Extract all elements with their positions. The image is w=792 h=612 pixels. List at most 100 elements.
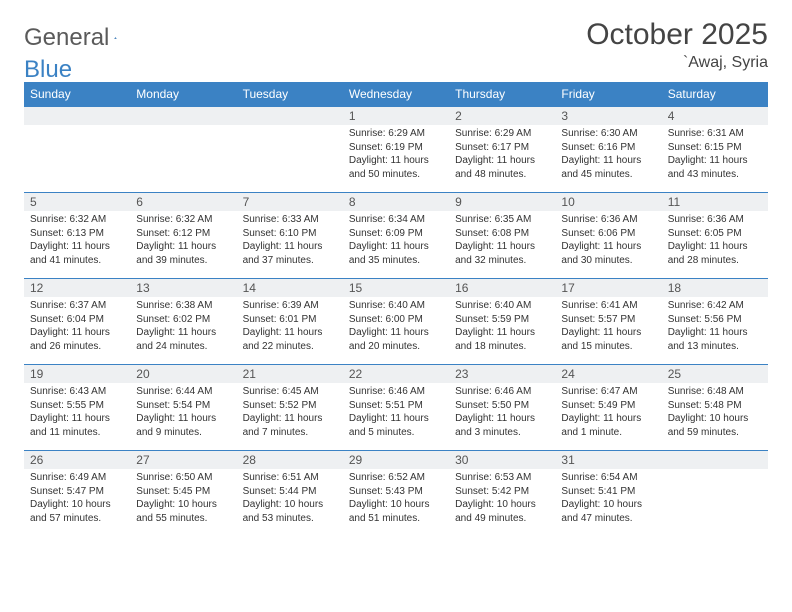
sunset-text: Sunset: 5:41 PM	[561, 485, 655, 499]
calendar-cell: 11Sunrise: 6:36 AMSunset: 6:05 PMDayligh…	[662, 193, 768, 279]
sunrise-text: Sunrise: 6:47 AM	[561, 385, 655, 399]
daylight-text: Daylight: 10 hours and 59 minutes.	[668, 412, 762, 439]
sunset-text: Sunset: 6:05 PM	[668, 227, 762, 241]
day-details: Sunrise: 6:42 AMSunset: 5:56 PMDaylight:…	[662, 297, 768, 357]
day-details: Sunrise: 6:51 AMSunset: 5:44 PMDaylight:…	[237, 469, 343, 529]
day-details: Sunrise: 6:35 AMSunset: 6:08 PMDaylight:…	[449, 211, 555, 271]
daylight-text: Daylight: 11 hours and 13 minutes.	[668, 326, 762, 353]
sunset-text: Sunset: 6:01 PM	[243, 313, 337, 327]
sunrise-text: Sunrise: 6:31 AM	[668, 127, 762, 141]
day-number: 5	[24, 193, 130, 211]
day-number: 9	[449, 193, 555, 211]
daylight-text: Daylight: 11 hours and 11 minutes.	[30, 412, 124, 439]
calendar-cell: 7Sunrise: 6:33 AMSunset: 6:10 PMDaylight…	[237, 193, 343, 279]
day-number: 30	[449, 451, 555, 469]
day-number: 12	[24, 279, 130, 297]
calendar-cell: 29Sunrise: 6:52 AMSunset: 5:43 PMDayligh…	[343, 451, 449, 537]
daylight-text: Daylight: 11 hours and 15 minutes.	[561, 326, 655, 353]
sunset-text: Sunset: 5:44 PM	[243, 485, 337, 499]
day-number: 2	[449, 107, 555, 125]
sunrise-text: Sunrise: 6:29 AM	[455, 127, 549, 141]
day-details: Sunrise: 6:33 AMSunset: 6:10 PMDaylight:…	[237, 211, 343, 271]
day-details: Sunrise: 6:37 AMSunset: 6:04 PMDaylight:…	[24, 297, 130, 357]
calendar-cell: 31Sunrise: 6:54 AMSunset: 5:41 PMDayligh…	[555, 451, 661, 537]
sunset-text: Sunset: 6:17 PM	[455, 141, 549, 155]
day-number: 3	[555, 107, 661, 125]
day-details: Sunrise: 6:34 AMSunset: 6:09 PMDaylight:…	[343, 211, 449, 271]
calendar-page: General Blue October 2025 `Awaj, Syria S…	[0, 0, 792, 555]
calendar-cell: 23Sunrise: 6:46 AMSunset: 5:50 PMDayligh…	[449, 365, 555, 451]
day-details: Sunrise: 6:49 AMSunset: 5:47 PMDaylight:…	[24, 469, 130, 529]
sunset-text: Sunset: 5:47 PM	[30, 485, 124, 499]
sunrise-text: Sunrise: 6:44 AM	[136, 385, 230, 399]
day-header-tue: Tuesday	[237, 82, 343, 107]
daylight-text: Daylight: 11 hours and 1 minute.	[561, 412, 655, 439]
day-number: 19	[24, 365, 130, 383]
sunset-text: Sunset: 6:06 PM	[561, 227, 655, 241]
sunset-text: Sunset: 5:49 PM	[561, 399, 655, 413]
calendar-cell: 3Sunrise: 6:30 AMSunset: 6:16 PMDaylight…	[555, 107, 661, 193]
calendar-cell	[662, 451, 768, 537]
day-header-wed: Wednesday	[343, 82, 449, 107]
sunset-text: Sunset: 5:59 PM	[455, 313, 549, 327]
calendar-cell: 22Sunrise: 6:46 AMSunset: 5:51 PMDayligh…	[343, 365, 449, 451]
calendar-cell: 6Sunrise: 6:32 AMSunset: 6:12 PMDaylight…	[130, 193, 236, 279]
day-number: 22	[343, 365, 449, 383]
calendar-cell	[237, 107, 343, 193]
location-label: `Awaj, Syria	[586, 54, 768, 72]
calendar-cell	[24, 107, 130, 193]
day-details: Sunrise: 6:30 AMSunset: 6:16 PMDaylight:…	[555, 125, 661, 185]
day-header-sat: Saturday	[662, 82, 768, 107]
sunrise-text: Sunrise: 6:37 AM	[30, 299, 124, 313]
daylight-text: Daylight: 10 hours and 47 minutes.	[561, 498, 655, 525]
daylight-text: Daylight: 11 hours and 9 minutes.	[136, 412, 230, 439]
day-details: Sunrise: 6:41 AMSunset: 5:57 PMDaylight:…	[555, 297, 661, 357]
day-details: Sunrise: 6:46 AMSunset: 5:50 PMDaylight:…	[449, 383, 555, 443]
calendar-cell: 8Sunrise: 6:34 AMSunset: 6:09 PMDaylight…	[343, 193, 449, 279]
calendar-week-row: 12Sunrise: 6:37 AMSunset: 6:04 PMDayligh…	[24, 279, 768, 365]
day-number: 31	[555, 451, 661, 469]
sunrise-text: Sunrise: 6:46 AM	[349, 385, 443, 399]
day-details: Sunrise: 6:31 AMSunset: 6:15 PMDaylight:…	[662, 125, 768, 185]
sunset-text: Sunset: 6:15 PM	[668, 141, 762, 155]
sunrise-text: Sunrise: 6:45 AM	[243, 385, 337, 399]
daylight-text: Daylight: 11 hours and 30 minutes.	[561, 240, 655, 267]
calendar-week-row: 26Sunrise: 6:49 AMSunset: 5:47 PMDayligh…	[24, 451, 768, 537]
calendar-cell	[130, 107, 236, 193]
calendar-cell: 15Sunrise: 6:40 AMSunset: 6:00 PMDayligh…	[343, 279, 449, 365]
day-details: Sunrise: 6:43 AMSunset: 5:55 PMDaylight:…	[24, 383, 130, 443]
day-details: Sunrise: 6:32 AMSunset: 6:13 PMDaylight:…	[24, 211, 130, 271]
day-number: 23	[449, 365, 555, 383]
day-number: 8	[343, 193, 449, 211]
day-details: Sunrise: 6:38 AMSunset: 6:02 PMDaylight:…	[130, 297, 236, 357]
sunset-text: Sunset: 6:13 PM	[30, 227, 124, 241]
daylight-text: Daylight: 11 hours and 7 minutes.	[243, 412, 337, 439]
day-number: 16	[449, 279, 555, 297]
sunrise-text: Sunrise: 6:40 AM	[455, 299, 549, 313]
sunrise-text: Sunrise: 6:30 AM	[561, 127, 655, 141]
day-number	[662, 451, 768, 469]
calendar-week-row: 1Sunrise: 6:29 AMSunset: 6:19 PMDaylight…	[24, 107, 768, 193]
daylight-text: Daylight: 10 hours and 51 minutes.	[349, 498, 443, 525]
daylight-text: Daylight: 11 hours and 45 minutes.	[561, 154, 655, 181]
daylight-text: Daylight: 11 hours and 32 minutes.	[455, 240, 549, 267]
calendar-cell: 25Sunrise: 6:48 AMSunset: 5:48 PMDayligh…	[662, 365, 768, 451]
day-number: 29	[343, 451, 449, 469]
sunrise-text: Sunrise: 6:39 AM	[243, 299, 337, 313]
sunset-text: Sunset: 6:09 PM	[349, 227, 443, 241]
daylight-text: Daylight: 11 hours and 22 minutes.	[243, 326, 337, 353]
daylight-text: Daylight: 10 hours and 57 minutes.	[30, 498, 124, 525]
day-details: Sunrise: 6:46 AMSunset: 5:51 PMDaylight:…	[343, 383, 449, 443]
sunrise-text: Sunrise: 6:50 AM	[136, 471, 230, 485]
daylight-text: Daylight: 11 hours and 18 minutes.	[455, 326, 549, 353]
calendar-cell: 20Sunrise: 6:44 AMSunset: 5:54 PMDayligh…	[130, 365, 236, 451]
calendar-cell: 13Sunrise: 6:38 AMSunset: 6:02 PMDayligh…	[130, 279, 236, 365]
calendar-cell: 17Sunrise: 6:41 AMSunset: 5:57 PMDayligh…	[555, 279, 661, 365]
day-number: 20	[130, 365, 236, 383]
day-details: Sunrise: 6:52 AMSunset: 5:43 PMDaylight:…	[343, 469, 449, 529]
sunrise-text: Sunrise: 6:53 AM	[455, 471, 549, 485]
day-number: 13	[130, 279, 236, 297]
sunset-text: Sunset: 6:00 PM	[349, 313, 443, 327]
day-number	[24, 107, 130, 125]
sunset-text: Sunset: 6:04 PM	[30, 313, 124, 327]
